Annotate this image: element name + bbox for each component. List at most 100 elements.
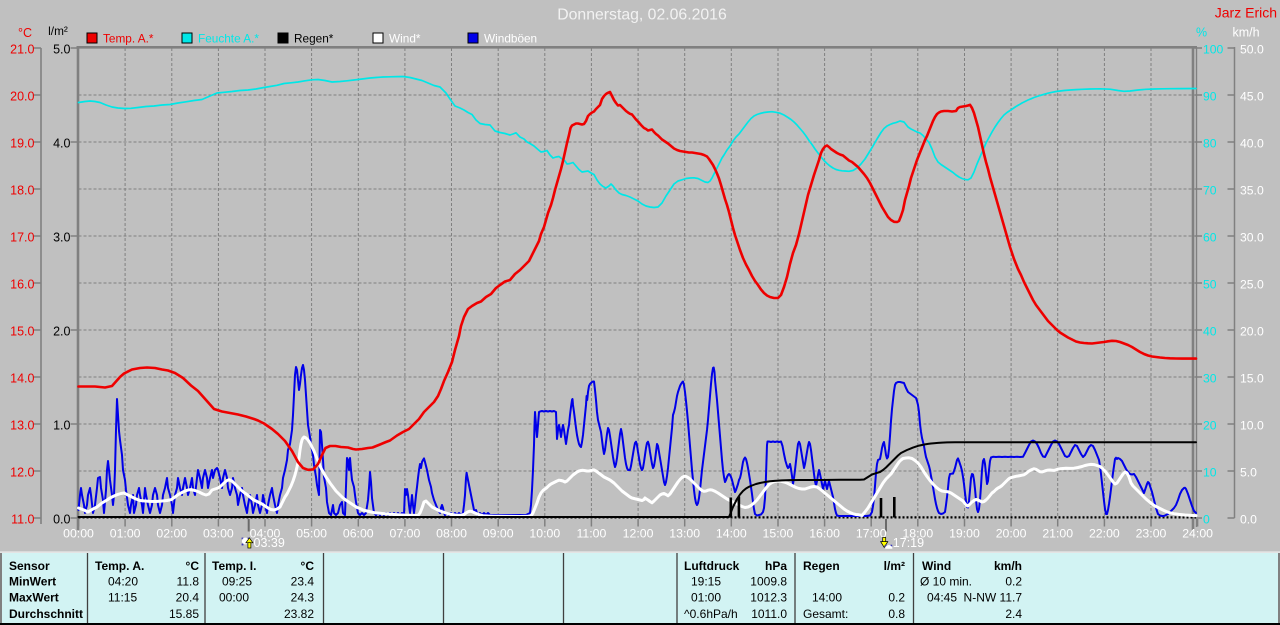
svg-text:23.4: 23.4 [291, 575, 315, 589]
svg-text:01:00: 01:00 [110, 527, 141, 541]
svg-text:Wind*: Wind* [389, 32, 421, 46]
svg-text:22:00: 22:00 [1089, 527, 1120, 541]
svg-text:5.0: 5.0 [53, 43, 70, 57]
svg-text:05:00: 05:00 [296, 527, 327, 541]
svg-text:14.0: 14.0 [10, 372, 34, 386]
svg-text:km/h: km/h [994, 559, 1022, 573]
svg-text:16.0: 16.0 [10, 278, 34, 292]
svg-text:2.4: 2.4 [1005, 607, 1022, 621]
svg-text:^0.6hPa/h: ^0.6hPa/h [684, 607, 738, 621]
svg-text:Sensor: Sensor [9, 559, 50, 573]
svg-text:20: 20 [1203, 419, 1217, 433]
svg-text:MinWert: MinWert [9, 575, 56, 589]
svg-text:07:00: 07:00 [390, 527, 421, 541]
svg-text:20.0: 20.0 [1240, 325, 1264, 339]
svg-text:19:15: 19:15 [691, 575, 721, 589]
svg-text:Donnerstag, 02.06.2016: Donnerstag, 02.06.2016 [557, 7, 727, 24]
svg-text:0.8: 0.8 [888, 607, 905, 621]
svg-text:18:00: 18:00 [902, 527, 933, 541]
svg-text:Ø 10 min.: Ø 10 min. [920, 575, 972, 589]
svg-text:00:00: 00:00 [219, 591, 249, 605]
svg-text:4.0: 4.0 [53, 137, 70, 151]
svg-text:Regen: Regen [803, 559, 840, 573]
svg-text:0: 0 [1203, 513, 1210, 527]
svg-text:17.0: 17.0 [10, 231, 34, 245]
svg-text:40: 40 [1203, 325, 1217, 339]
svg-text:13.0: 13.0 [10, 419, 34, 433]
svg-text:hPa: hPa [765, 559, 787, 573]
svg-text:12.0: 12.0 [10, 466, 34, 480]
svg-text:MaxWert: MaxWert [9, 591, 59, 605]
svg-text:Windböen: Windböen [484, 32, 537, 46]
svg-text:Temp. A.*: Temp. A.* [103, 32, 154, 46]
svg-text:5.0: 5.0 [1240, 466, 1257, 480]
svg-text:13:00: 13:00 [669, 527, 700, 541]
svg-text:11.0: 11.0 [11, 513, 34, 527]
svg-text:09:25: 09:25 [222, 575, 252, 589]
svg-text:0.0: 0.0 [53, 513, 70, 527]
svg-text:20.4: 20.4 [176, 591, 200, 605]
svg-text:21:00: 21:00 [1042, 527, 1073, 541]
svg-text:24.3: 24.3 [291, 591, 315, 605]
svg-text:04:00: 04:00 [250, 527, 281, 541]
svg-text:23:00: 23:00 [1136, 527, 1167, 541]
svg-text:Regen*: Regen* [294, 32, 334, 46]
svg-text:0.0: 0.0 [1240, 513, 1257, 527]
svg-text:1011.0: 1011.0 [751, 607, 787, 621]
svg-text:15.0: 15.0 [1240, 372, 1264, 386]
svg-text:Jarz Erich: Jarz Erich [1215, 5, 1277, 21]
svg-text:06:00: 06:00 [343, 527, 374, 541]
svg-text:1.0: 1.0 [53, 419, 70, 433]
svg-text:25.0: 25.0 [1240, 278, 1264, 292]
svg-text:Gesamt:: Gesamt: [803, 607, 848, 621]
svg-text:90: 90 [1203, 90, 1217, 104]
svg-text:15:00: 15:00 [763, 527, 794, 541]
svg-text:11:00: 11:00 [577, 527, 607, 541]
svg-text:19.0: 19.0 [10, 137, 34, 151]
svg-text:21.0: 21.0 [10, 43, 34, 57]
svg-text:°C: °C [186, 559, 200, 573]
svg-text:11:15: 11:15 [108, 591, 137, 605]
svg-text:11.8: 11.8 [177, 575, 200, 589]
svg-text:80: 80 [1203, 137, 1217, 151]
svg-text:10.0: 10.0 [1240, 419, 1264, 433]
svg-text:09:00: 09:00 [483, 527, 514, 541]
svg-text:00:00: 00:00 [63, 527, 94, 541]
svg-text:04:45: 04:45 [927, 591, 957, 605]
svg-text:01:00: 01:00 [691, 591, 721, 605]
svg-text:35.0: 35.0 [1240, 184, 1264, 198]
svg-text:1009.8: 1009.8 [750, 575, 787, 589]
svg-text:04:20: 04:20 [108, 575, 138, 589]
svg-text:1012.3: 1012.3 [750, 591, 787, 605]
svg-text:Durchschnitt: Durchschnitt [9, 607, 83, 621]
svg-text:Wind: Wind [922, 559, 951, 573]
svg-text:3.0: 3.0 [53, 231, 70, 245]
svg-text:%: % [1196, 26, 1207, 40]
svg-text:2.0: 2.0 [53, 325, 70, 339]
svg-text:15.0: 15.0 [10, 325, 34, 339]
svg-text:20:00: 20:00 [996, 527, 1027, 541]
svg-text:20.0: 20.0 [10, 90, 34, 104]
svg-text:30.0: 30.0 [1240, 231, 1264, 245]
svg-text:70: 70 [1203, 184, 1217, 198]
svg-text:17:00: 17:00 [856, 527, 887, 541]
svg-text:50: 50 [1203, 278, 1217, 292]
svg-text:l/m²: l/m² [48, 24, 68, 38]
svg-text:14:00: 14:00 [812, 591, 842, 605]
svg-text:Luftdruck: Luftdruck [684, 559, 740, 573]
svg-text:50.0: 50.0 [1240, 43, 1264, 57]
svg-text:08:00: 08:00 [436, 527, 467, 541]
svg-text:Feuchte A.*: Feuchte A.* [198, 32, 259, 46]
svg-text:15.85: 15.85 [169, 607, 199, 621]
svg-text:40.0: 40.0 [1240, 137, 1264, 151]
svg-text:km/h: km/h [1232, 26, 1259, 40]
svg-text:30: 30 [1203, 372, 1217, 386]
svg-text:14:00: 14:00 [716, 527, 747, 541]
svg-text:60: 60 [1203, 231, 1217, 245]
svg-text:45.0: 45.0 [1240, 90, 1264, 104]
svg-text:N-NW 11.7: N-NW 11.7 [964, 591, 1023, 605]
svg-text:23.82: 23.82 [284, 607, 314, 621]
svg-text:100: 100 [1203, 43, 1224, 57]
svg-text:Temp. I.: Temp. I. [212, 559, 256, 573]
svg-text:02:00: 02:00 [156, 527, 187, 541]
